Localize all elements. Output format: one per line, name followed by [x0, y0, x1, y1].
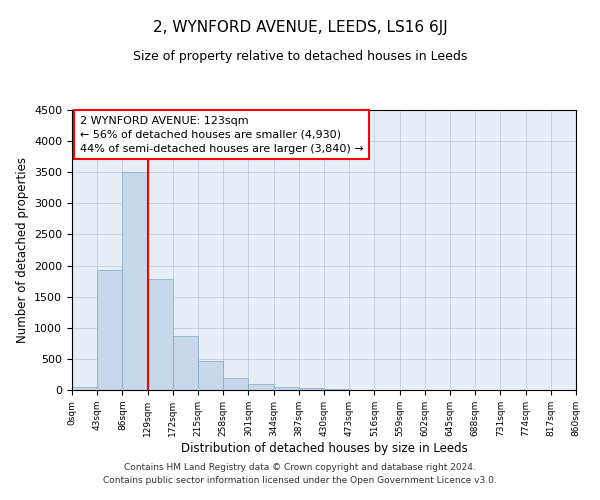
Bar — [223, 378, 248, 390]
Y-axis label: Number of detached properties: Number of detached properties — [16, 157, 29, 343]
Bar — [173, 336, 198, 390]
Bar — [198, 362, 223, 390]
X-axis label: Distribution of detached houses by size in Leeds: Distribution of detached houses by size … — [181, 442, 467, 454]
Text: 2, WYNFORD AVENUE, LEEDS, LS16 6JJ: 2, WYNFORD AVENUE, LEEDS, LS16 6JJ — [152, 20, 448, 35]
Text: 2 WYNFORD AVENUE: 123sqm
← 56% of detached houses are smaller (4,930)
44% of sem: 2 WYNFORD AVENUE: 123sqm ← 56% of detach… — [80, 116, 363, 154]
Bar — [122, 172, 148, 390]
Bar — [148, 279, 173, 390]
Bar — [274, 386, 299, 390]
Bar — [97, 270, 122, 390]
Bar — [72, 387, 97, 390]
Bar — [299, 388, 324, 390]
Text: Contains HM Land Registry data © Crown copyright and database right 2024.
Contai: Contains HM Land Registry data © Crown c… — [103, 464, 497, 485]
Text: Size of property relative to detached houses in Leeds: Size of property relative to detached ho… — [133, 50, 467, 63]
Bar — [248, 384, 274, 390]
